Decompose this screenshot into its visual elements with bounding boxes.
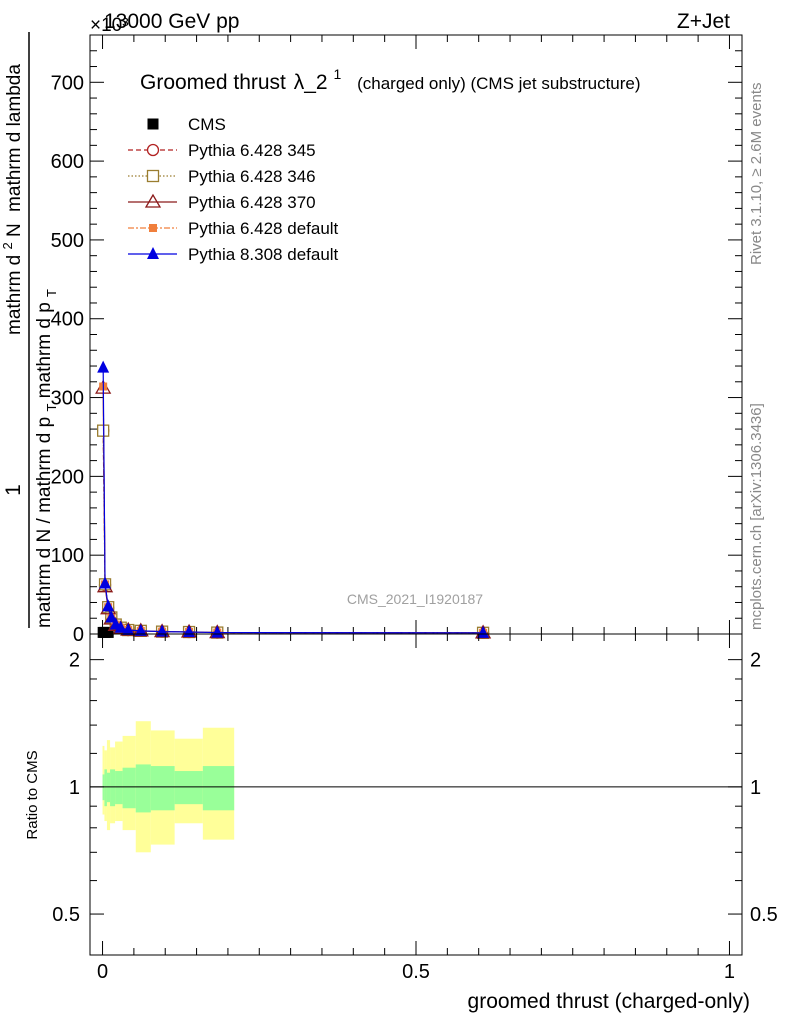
legend-label: CMS [188,115,226,134]
ratio-y-tick-label-right: 0.5 [750,904,778,926]
legend-marker [144,193,162,208]
legend-entry: Pythia 6.428 370 [128,193,316,212]
main-y-tick-label: 0 [73,624,84,646]
legend-label: Pythia 6.428 370 [188,193,316,212]
x-axis-label: groomed thrust (charged-only) [468,990,750,1013]
legend-entry: Pythia 6.428 345 [128,141,316,160]
data-point [99,576,112,589]
main-y-tick-label: 300 [51,388,84,410]
ratio-stat-uncertainty-band [174,771,203,805]
ratio-stat-uncertainty-band [122,767,136,809]
y-label-denominator: mathrm d N / mathrm d p T mathrm d p T [34,289,61,628]
main-y-tick-label: 500 [51,230,84,252]
legend-marker [147,247,159,259]
ratio-y-axis-label: Ratio to CMS [24,750,41,839]
ratio-stat-uncertainty-band [135,764,151,813]
y-label-part-3: mathrm d p [34,302,55,398]
ratio-y-tick-label: 0.5 [52,904,80,926]
ratio-plot-panel: 0.5 0.5 1 1 2 2 0 0.5 1 Ratio to CMS groomed thr… [24,633,778,1013]
x-tick-label: 1 [724,961,735,983]
ratio-axis-ticks: 0.5 0.5 1 1 2 2 0 0.5 1 [52,634,778,983]
ratio-stat-uncertainty-band [202,766,235,811]
y-label-part-8: mathrm d lambda [4,64,25,212]
legend-entry: Pythia 6.428 346 [128,167,316,186]
ratio-y-tick-label-right: 1 [750,777,761,799]
legend-entry: Pythia 8.308 default [128,245,339,264]
legend-marker [146,169,160,183]
main-y-tick-label: 700 [51,72,84,94]
series-pythia-8-308-default [97,360,490,638]
legend-marker [146,143,160,157]
plot-title-lambda: λ_2 [294,71,328,94]
series-cms [97,626,114,638]
legend-label: Pythia 6.428 345 [188,141,316,160]
data-point [134,623,147,636]
y-label-part-2: T [44,404,59,412]
main-axis-ticks: 0 100 200 300 400 500 600 700 [51,34,742,646]
header-process-label: Z+Jet [677,10,730,33]
main-series-group [95,360,492,639]
main-y-axis-label: 1 mathrm d N / mathrm d p T mathrm d p T… [0,32,61,628]
main-y-tick-label: 400 [51,309,84,331]
main-y-tick-label: 200 [51,466,84,488]
ratio-y-tick-label: 1 [69,777,80,799]
data-point [114,620,127,633]
legend-label: Pythia 6.428 default [188,219,339,238]
x-tick-label: 0.5 [402,961,430,983]
legend: CMS Pythia 6.428 345 Pythia 6.428 346 Pythi… [128,115,339,264]
main-y-tick-label: 600 [51,151,84,173]
x-tick-label: 0 [97,961,108,983]
legend-marker [147,118,159,130]
ratio-stat-uncertainty-band [150,766,175,811]
data-point [102,626,114,638]
data-point [477,625,490,638]
data-point [105,610,118,623]
analysis-watermark: CMS_2021_I1920187 [347,591,483,607]
y-label-part-6: 2 [0,242,15,249]
y-label-part-4: T [44,289,59,297]
main-y-tick-label: 100 [51,545,84,567]
ratio-stat-uncertainty-band [110,769,116,807]
y-label-upper: mathrm d 2 N mathrm d lambda [0,64,25,335]
y-label-numerator: 1 [2,484,25,496]
plot-title: Groomed thrust λ_2 1 (charged only) (CMS… [140,61,641,94]
y-label-part-1: mathrm d N / mathrm d p [34,417,55,628]
legend-entry: CMS [147,115,226,134]
ratio-stat-uncertainty-band [106,772,111,803]
plot-title-main: Groomed thrust [140,71,286,94]
ratio-stat-uncertainty-band [104,769,107,807]
plot-title-superscript: 1 [333,66,341,82]
ratio-bands [102,721,235,853]
y-label-part-5: mathrm d [4,255,25,335]
mcplots-label: mcplots.cern.ch [arXiv:1306.3436] [748,403,765,630]
legend-entry: Pythia 6.428 default [128,219,339,238]
plot-title-suffix: (charged only) (CMS jet substructure) [357,74,640,93]
rivet-version-label: Rivet 3.1.10, ≥ 2.6M events [748,83,765,266]
data-point [122,623,135,636]
main-plot-panel: 0 100 200 300 400 500 600 700 Groomed thrust λ_… [0,32,743,646]
y-label-part-7: N [4,223,25,237]
legend-label: Pythia 6.428 346 [188,167,316,186]
ratio-y-tick-label: 2 [69,650,80,672]
data-point [97,360,110,373]
header-energy-label: 13000 GeV pp [104,10,239,33]
data-point [211,625,224,638]
ratio-stat-uncertainty-band [115,771,123,805]
legend-label: Pythia 8.308 default [188,245,339,264]
ratio-y-tick-label-right: 2 [750,650,761,672]
data-point [102,599,115,612]
header-exponent: ×10³ [90,15,129,36]
legend-marker [149,224,157,232]
